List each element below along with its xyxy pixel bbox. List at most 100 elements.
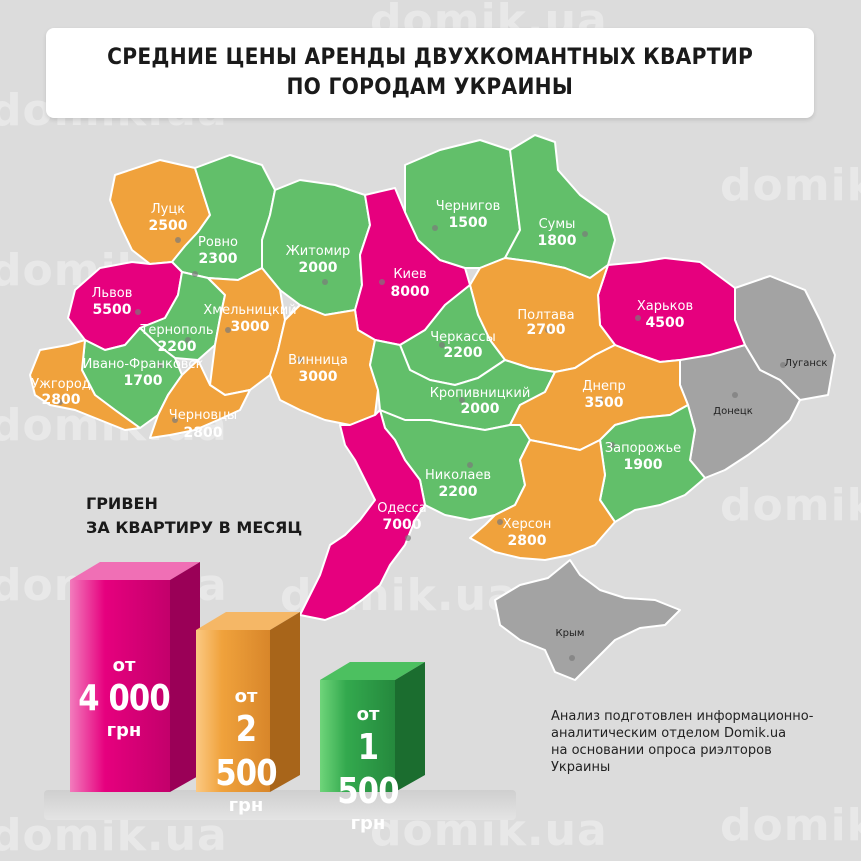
region-value: 2500	[149, 218, 188, 234]
region-labels: Луцк 2500 Ровно 2300 Житомир 2000 Киев 8…	[31, 199, 827, 639]
city-dot-crimea	[569, 655, 575, 661]
region-value: 2800	[508, 533, 547, 549]
city-dot-ternopol	[185, 337, 191, 343]
legend-amount: 2 500	[215, 709, 277, 794]
city-dot-uzhgorod	[57, 399, 63, 405]
region-label-dnepr: Днепр 3500	[582, 379, 625, 411]
source-note-line-2: аналитическим отделом Domik.ua	[551, 726, 787, 741]
city-dots	[57, 225, 786, 661]
region-label-kharkiv: Харьков 4500	[637, 299, 693, 331]
city-dot-sumy	[582, 231, 588, 237]
city-dot-cherkassy	[439, 342, 445, 348]
legend-amount: 1 500	[337, 727, 399, 812]
source-note-line-3: на основании опроса риэлторов	[551, 743, 772, 758]
city-dot-khmelnitsky	[225, 327, 231, 333]
region-value: 2800	[42, 392, 81, 408]
region-name: Сумы	[539, 217, 576, 232]
region-value: 3500	[585, 395, 624, 411]
region-label-odessa: Одесса 7000	[377, 501, 426, 533]
region-label-lutsk: Луцк 2500	[149, 202, 188, 234]
region-name: Полтава	[517, 308, 574, 323]
city-dot-chernigov	[432, 225, 438, 231]
region-value: 7000	[383, 517, 422, 533]
region-name: Тернополь	[139, 323, 213, 338]
city-dot-dnepr	[597, 397, 603, 403]
legend-unit: грн	[106, 720, 142, 741]
region-shape-khmelnitsky	[207, 267, 286, 396]
region-value: 5500	[93, 302, 132, 318]
region-label-nikolaev: Николаев 2200	[425, 468, 491, 500]
region-value: 1800	[538, 233, 577, 249]
region-value: 2300	[199, 251, 238, 267]
region-value: 1500	[449, 215, 488, 231]
city-dot-odessa	[405, 535, 411, 541]
region-label-uzhgorod: Ужгород 2800	[31, 377, 91, 408]
region-label-crimea: Крым	[556, 628, 585, 639]
city-dot-nikolaev	[467, 462, 473, 468]
region-label-zhytomyr: Житомир 2000	[286, 244, 351, 276]
region-label-khmelnitsky: Хмельницкий 3000	[203, 303, 296, 335]
legend-subtitle-line-2: ЗА КВАРТИРУ В МЕСЯЦ	[86, 518, 303, 537]
city-dot-kharkiv	[635, 315, 641, 321]
region-name: Кропивницкий	[430, 386, 531, 401]
region-name: Черкассы	[430, 330, 496, 345]
legend-prefix: от	[356, 704, 380, 725]
region-shape-odessa	[299, 409, 426, 621]
legend-prefix: от	[234, 686, 258, 707]
region-name: Житомир	[286, 244, 351, 259]
legend-text-high: от 4 000 грн	[70, 655, 178, 741]
legend-subtitle-line-1: ГРИВЕН	[86, 494, 158, 513]
region-value: 1700	[124, 373, 163, 389]
city-dot-kropivnitsky	[459, 397, 465, 403]
region-label-kropivnitsky: Кропивницкий 2000	[430, 386, 531, 417]
legend-amount: 4 000	[78, 678, 170, 719]
region-value: 8000	[391, 284, 430, 300]
city-dot-chernovtsy	[172, 417, 178, 423]
region-label-poltava: Полтава 2700	[517, 308, 574, 338]
region-value: 2700	[527, 322, 566, 338]
region-value: 2200	[439, 484, 478, 500]
region-name: Ужгород	[31, 377, 91, 392]
region-name: Киев	[393, 267, 426, 282]
source-note-line-1: Анализ подготовлен информационно-	[551, 709, 814, 724]
city-dot-kherson	[497, 519, 503, 525]
city-dot-ivano-frankovsk	[157, 362, 163, 368]
region-value: 2200	[444, 345, 483, 361]
legend-prefix: от	[112, 655, 136, 676]
legend-base-shadow	[44, 790, 516, 820]
legend-subtitle: ГРИВЕН ЗА КВАРТИРУ В МЕСЯЦ	[86, 492, 302, 540]
region-name: Одесса	[377, 501, 426, 516]
region-name: Харьков	[637, 299, 693, 314]
legend-text-low: от 1 500 грн	[318, 704, 418, 834]
region-value: 2200	[158, 339, 197, 355]
legend-unit: грн	[228, 795, 264, 816]
region-name: Луцк	[151, 202, 185, 217]
city-dot-zaporozhye	[609, 442, 615, 448]
region-shape-kherson	[469, 439, 616, 561]
source-note-line-4: Украины	[551, 760, 611, 775]
region-name: Херсон	[503, 517, 552, 532]
region-name: Львов	[92, 286, 133, 301]
source-note: Анализ подготовлен информационно- аналит…	[551, 708, 841, 776]
title-line-2: ПО ГОРОДАМ УКРАИНЫ	[286, 75, 574, 100]
city-dot-donetsk	[732, 392, 738, 398]
region-label-lvov: Львов 5500	[92, 286, 133, 318]
legend-text-mid: от 2 500 грн	[196, 686, 296, 816]
region-label-chernovtsy: Черновцы 2800	[169, 408, 237, 441]
region-value: 3000	[299, 369, 338, 385]
region-shape-vinnitsa	[269, 304, 379, 426]
region-value: 2000	[461, 401, 500, 417]
region-shape-uzhgorod	[29, 339, 141, 431]
legend-unit: грн	[350, 813, 386, 834]
region-label-ivano-frankovsk: Ивано-Франковск 1700	[83, 357, 204, 389]
region-label-chernigov: Чернигов 1500	[436, 199, 501, 231]
region-value: 2800	[184, 425, 223, 441]
region-value: 3000	[231, 319, 270, 335]
region-name: Днепр	[582, 379, 625, 394]
region-name: Ивано-Франковск	[83, 357, 204, 372]
region-name: Николаев	[425, 468, 491, 483]
title-line-1: СРЕДНИЕ ЦЕНЫ АРЕНДЫ ДВУХКОМАНТНЫХ КВАРТИ…	[106, 45, 754, 70]
region-label-sumy: Сумы 1800	[538, 217, 577, 249]
region-name: Винница	[288, 353, 348, 368]
